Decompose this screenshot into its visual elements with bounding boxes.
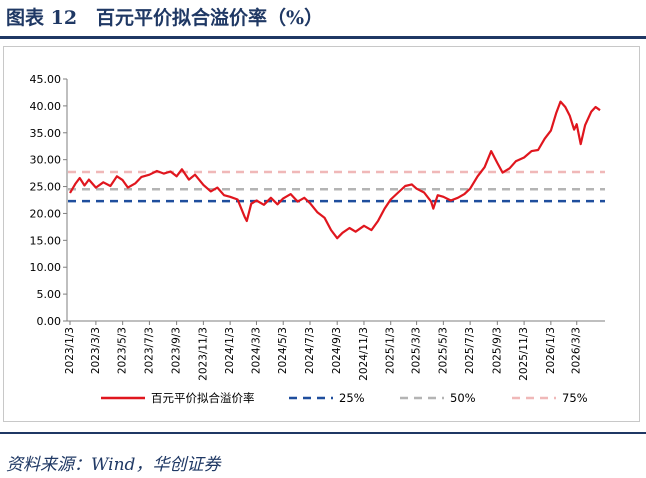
x-tick-label: 2025/11/3 bbox=[518, 327, 530, 381]
chart-frame bbox=[3, 46, 640, 422]
legend-label: 百元平价拟合溢价率 bbox=[151, 391, 255, 405]
y-tick-label: 25.00 bbox=[30, 181, 62, 194]
series-layer bbox=[69, 100, 601, 240]
x-tick-label: 2023/7/3 bbox=[143, 327, 155, 374]
x-tick-label: 2025/9/3 bbox=[491, 327, 503, 374]
percentile-lines bbox=[68, 170, 605, 203]
y-axis-ticks: 0.00 5.00 10.00 15.00 20.00 25.00 30.00 35.00 40… bbox=[30, 73, 67, 328]
legend-label: 75% bbox=[562, 391, 588, 405]
y-tick-label: 45.00 bbox=[30, 73, 62, 86]
chart-legend: 百元平价拟合溢价率 25% 50% 75% bbox=[101, 391, 588, 405]
x-tick-label: 2024/11/3 bbox=[358, 327, 370, 381]
x-tick-label: 2023/9/3 bbox=[171, 327, 183, 374]
y-tick-label: 15.00 bbox=[30, 234, 62, 247]
y-tick-label: 5.00 bbox=[37, 288, 62, 301]
y-tick-label: 30.00 bbox=[30, 154, 62, 167]
y-tick-label: 40.00 bbox=[30, 100, 62, 113]
x-tick-label: 2024/7/3 bbox=[304, 327, 316, 374]
x-tick-label: 2023/1/3 bbox=[64, 327, 76, 374]
legend-item: 百元平价拟合溢价率 bbox=[101, 391, 255, 405]
x-tick-label: 2024/9/3 bbox=[331, 327, 343, 374]
title-divider bbox=[0, 36, 646, 39]
x-tick-label: 2023/3/3 bbox=[90, 327, 102, 374]
source-divider bbox=[0, 432, 646, 434]
x-tick-label: 2023/11/3 bbox=[197, 327, 209, 381]
source-note: 资料来源：Wind，华创证券 bbox=[6, 455, 221, 475]
y-tick-label: 0.00 bbox=[37, 315, 62, 328]
y-tick-label: 20.00 bbox=[30, 207, 62, 220]
y-tick-label: 35.00 bbox=[30, 127, 62, 140]
x-tick-label: 2024/5/3 bbox=[277, 327, 289, 374]
x-axis-ticks: 2023/1/3 2023/3/3 2023/5/3 2023/7/3 2023/9/3… bbox=[64, 321, 583, 381]
x-tick-label: 2025/7/3 bbox=[464, 327, 476, 374]
x-tick-label: 2024/3/3 bbox=[250, 327, 262, 374]
x-tick-label: 2025/5/3 bbox=[437, 327, 449, 374]
y-tick-label: 10.00 bbox=[30, 261, 62, 274]
x-tick-label: 2026/3/3 bbox=[571, 327, 583, 374]
legend-label: 25% bbox=[339, 391, 365, 405]
x-tick-label: 2024/1/3 bbox=[224, 327, 236, 374]
legend-item: 25% bbox=[289, 391, 365, 405]
x-tick-label: 2025/1/3 bbox=[385, 327, 397, 374]
axes bbox=[66, 79, 605, 322]
x-tick-label: 2026/1/3 bbox=[545, 327, 557, 374]
chart-title: 图表 12 百元平价拟合溢价率（%） bbox=[6, 7, 324, 29]
premium-rate-line bbox=[69, 100, 601, 240]
legend-item: 75% bbox=[512, 391, 588, 405]
legend-label: 50% bbox=[450, 391, 476, 405]
title-bar: 图表 12 百元平价拟合溢价率（%） bbox=[0, 0, 646, 40]
x-tick-label: 2025/3/3 bbox=[411, 327, 423, 374]
x-tick-label: 2023/5/3 bbox=[117, 327, 129, 374]
legend-item: 50% bbox=[400, 391, 476, 405]
